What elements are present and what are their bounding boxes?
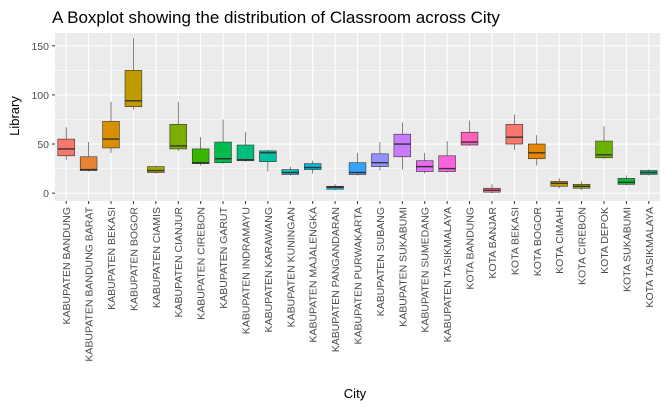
box: [303, 163, 322, 170]
x-tick-label: KABUPATEN CIAMIS: [151, 207, 163, 308]
x-tick-label: KOTA SUKABUMI: [621, 207, 633, 292]
box-group: [528, 135, 546, 166]
box: [102, 121, 120, 149]
x-axis-title: City: [344, 386, 367, 401]
x-tick-label: KOTA BANDUNG: [465, 207, 477, 290]
x-tick-label: KABUPATEN SUMEDANG: [420, 207, 432, 333]
x-axis: KABUPATEN BANDUNG KABUPATEN BANDUNG BARAT…: [61, 201, 656, 362]
x-tick-label: KABUPATEN PANGANDARAN: [330, 207, 342, 352]
box-group: [572, 181, 591, 191]
box: [147, 166, 165, 173]
box: [259, 150, 277, 163]
y-axis-title: Library: [7, 96, 22, 136]
box-group: [348, 152, 367, 176]
box-group: [640, 169, 658, 176]
x-tick-label: KABUPATEN MAJALENGKA: [308, 207, 320, 343]
boxes: [57, 37, 658, 194]
box-group: [124, 37, 143, 110]
box: [214, 141, 232, 163]
x-tick-label: KABUPATEN SUBANG: [375, 207, 387, 316]
box: [57, 138, 75, 157]
box: [595, 140, 613, 159]
box-group: [281, 166, 299, 176]
x-tick-label: KABUPATEN KUNINGAN: [285, 207, 297, 327]
box-group: [102, 101, 120, 153]
box: [438, 155, 456, 172]
x-tick-label: KABUPATEN KARAWANG: [263, 207, 275, 332]
box-group: [483, 184, 501, 194]
box: [79, 156, 98, 171]
chart-title: A Boxplot showing the distribution of Cl…: [52, 8, 500, 27]
y-axis: 0 50 100 150: [31, 41, 55, 200]
box-group: [214, 119, 232, 164]
box: [124, 70, 143, 107]
y-tick-label: 150: [31, 41, 49, 53]
box-group: [617, 175, 636, 186]
box-group: [460, 120, 479, 146]
x-tick-label: KABUPATEN BEKASI: [106, 207, 118, 310]
box: [348, 162, 367, 175]
y-tick-label: 0: [43, 188, 49, 200]
box: [236, 144, 255, 162]
x-tick-label: KABUPATEN SUKABUMI: [397, 207, 409, 327]
x-tick-label: KABUPATEN TASIKMALAYA: [442, 207, 454, 342]
box-group: [57, 127, 75, 160]
x-tick-label: KOTA CIREBON: [577, 207, 589, 285]
box: [528, 143, 546, 160]
x-tick-label: KABUPATEN BANDUNG: [61, 207, 73, 324]
x-tick-label: KABUPATEN CIREBON: [196, 207, 208, 320]
box-group: [169, 101, 187, 151]
box: [393, 133, 412, 158]
box-group: [147, 165, 165, 174]
box: [505, 124, 524, 145]
y-tick-label: 100: [31, 90, 49, 102]
grid-lines: [55, 33, 660, 201]
x-tick-label: KABUPATEN CIANJUR: [173, 207, 185, 318]
x-tick-label: KABUPATEN PURWAKARTA: [353, 207, 365, 345]
x-tick-label: KOTA BANJAR: [487, 207, 499, 279]
x-tick-label: KOTA BEKASI: [509, 207, 521, 275]
box: [169, 124, 187, 150]
box: [371, 153, 389, 167]
box-group: [326, 184, 344, 191]
box-group: [236, 132, 255, 162]
x-tick-label: KABUPATEN INDRAMAYU: [240, 207, 252, 334]
x-tick-label: KOTA TASIKMALAYA: [644, 207, 656, 308]
x-tick-label: KOTA BOGOR: [532, 207, 544, 277]
x-tick-label: KABUPATEN BOGOR: [128, 207, 140, 311]
box-group: [303, 160, 322, 174]
box-group: [595, 126, 613, 159]
x-tick-label: KOTA DEPOK: [599, 207, 611, 274]
x-tick-label: KABUPATEN GARUT: [218, 206, 230, 308]
box: [617, 178, 636, 185]
box-group: [505, 114, 524, 150]
box-group: [438, 141, 456, 173]
box-group: [393, 122, 412, 170]
x-tick-label: KABUPATEN BANDUNG BARAT: [84, 206, 96, 361]
box-group: [79, 142, 98, 172]
y-tick-label: 50: [37, 139, 49, 151]
box-group: [259, 149, 277, 172]
box-group: [191, 137, 210, 166]
box-group: [550, 178, 568, 189]
x-tick-label: KOTA CIMAHI: [554, 207, 566, 274]
box: [460, 131, 479, 146]
box-group: [416, 152, 434, 174]
box-group: [371, 142, 389, 171]
box: [191, 148, 210, 164]
